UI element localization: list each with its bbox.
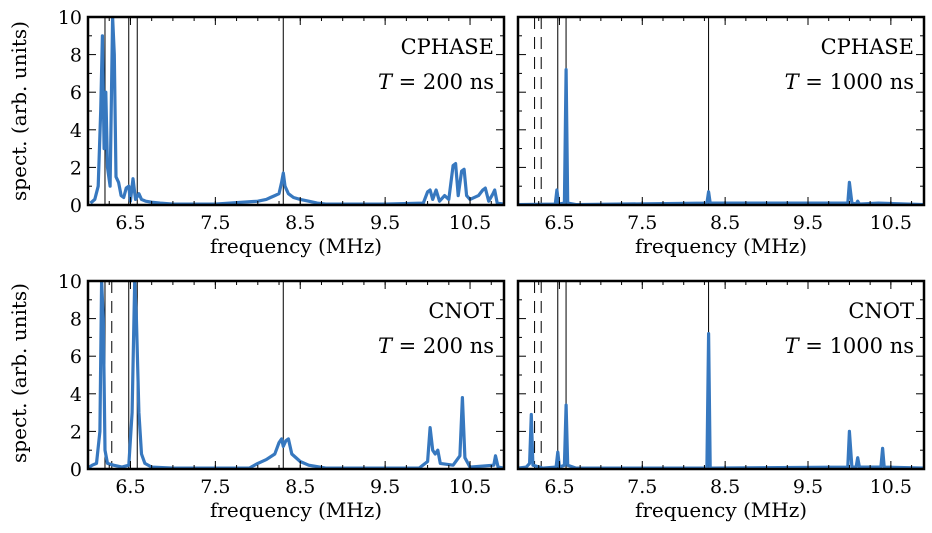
x-tick-label: 8.5	[710, 476, 740, 498]
y-tick-label: 8	[70, 45, 82, 67]
x-tick-label: 7.5	[627, 212, 657, 234]
y-tick-label: 6	[70, 346, 82, 368]
duration-annotation: T = 200 ns	[378, 334, 494, 358]
x-tick-label: 10.5	[449, 212, 491, 234]
x-axis-label: frequency (MHz)	[210, 498, 382, 522]
duration-variable: T	[785, 70, 801, 94]
spectrum-series-line-0	[89, 17, 504, 205]
gate-annotation: CNOT	[848, 299, 914, 323]
duration-value: = 1000 ns	[799, 70, 914, 94]
x-tick-label: 9.5	[793, 476, 823, 498]
tick-marks	[87, 280, 504, 470]
panel-cphase-200ns: 6.5 7.5 8.5 9.5 10.5 0 2 4 6 8 10 frequency (MHz) CP…	[58, 7, 506, 258]
y-tick-label: 6	[70, 82, 82, 104]
panel-cphase-1000ns: 6.5 7.5 8.5 9.5 10.5 frequency (MHz) CPHASE T =…	[516, 15, 926, 258]
panel-cnot-1000ns: 6.5 7.5 8.5 9.5 10.5 frequency (MHz) CNOT T = 1…	[516, 279, 926, 522]
duration-variable: T	[378, 70, 394, 94]
x-tick-label: 10.5	[870, 476, 912, 498]
x-tick-label: 8.5	[710, 212, 740, 234]
x-tick-label: 9.5	[370, 212, 400, 234]
duration-value: = 200 ns	[392, 334, 494, 358]
x-axis-label: frequency (MHz)	[635, 234, 807, 258]
plot-frame	[86, 15, 506, 207]
x-tick-label: 10.5	[870, 212, 912, 234]
duration-annotation: T = 1000 ns	[785, 334, 914, 358]
x-tick-label: 7.5	[627, 476, 657, 498]
x-tick-label: 9.5	[370, 476, 400, 498]
y-tick-label: 0	[70, 459, 82, 481]
y-tick-label: 10	[58, 271, 82, 293]
x-tick-label: 8.5	[285, 212, 315, 234]
y-tick-label: 2	[70, 421, 82, 443]
x-tick-label: 6.5	[544, 212, 574, 234]
x-tick-label: 10.5	[449, 476, 491, 498]
x-tick-label: 9.5	[793, 212, 823, 234]
plot-frame	[516, 279, 926, 471]
x-tick-label: 8.5	[285, 476, 315, 498]
x-axis-label: frequency (MHz)	[210, 234, 382, 258]
y-tick-label: 0	[70, 195, 82, 217]
spectrum-series-line-0	[88, 281, 504, 469]
duration-value: = 1000 ns	[799, 334, 914, 358]
gate-annotation: CPHASE	[401, 35, 494, 59]
x-tick-label: 6.5	[115, 476, 145, 498]
y-tick-label: 2	[70, 157, 82, 179]
plot-frame	[516, 15, 926, 207]
panel-cnot-200ns: 6.5 7.5 8.5 9.5 10.5 0 2 4 6 8 10 frequency (MHz) CN…	[58, 271, 506, 522]
gate-annotation: CNOT	[428, 299, 494, 323]
y-tick-label: 10	[58, 7, 82, 29]
duration-annotation: T = 1000 ns	[785, 70, 914, 94]
duration-annotation: T = 200 ns	[378, 70, 494, 94]
y-axis-label-top: spect. (arb. units)	[7, 21, 31, 201]
y-tick-label: 4	[70, 120, 82, 142]
x-tick-label: 6.5	[544, 476, 574, 498]
duration-variable: T	[785, 334, 801, 358]
duration-value: = 200 ns	[392, 70, 494, 94]
x-tick-label: 6.5	[115, 212, 145, 234]
y-tick-label: 4	[70, 384, 82, 406]
x-tick-label: 7.5	[200, 212, 230, 234]
y-axis-label-bottom: spect. (arb. units)	[7, 283, 31, 463]
gate-annotation: CPHASE	[821, 35, 914, 59]
x-axis-label: frequency (MHz)	[635, 498, 807, 522]
plot-frame	[86, 279, 506, 471]
y-tick-label: 8	[70, 309, 82, 331]
x-tick-label: 7.5	[200, 476, 230, 498]
duration-variable: T	[378, 334, 394, 358]
